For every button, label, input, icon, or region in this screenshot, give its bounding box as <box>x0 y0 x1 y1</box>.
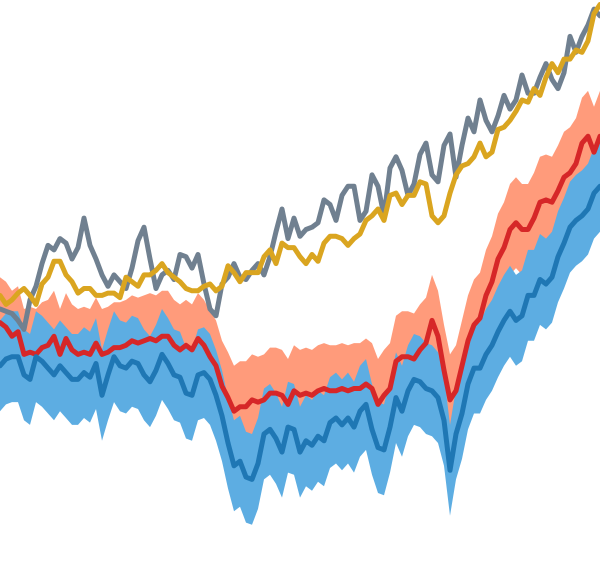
series-line-2 <box>0 2 600 307</box>
uncertainty-bands <box>0 90 600 525</box>
uncertainty-band-2 <box>0 140 600 525</box>
series-line-4 <box>0 183 600 482</box>
series-line-1 <box>0 6 600 332</box>
series-line-3 <box>0 133 600 414</box>
series-lines <box>0 2 600 482</box>
